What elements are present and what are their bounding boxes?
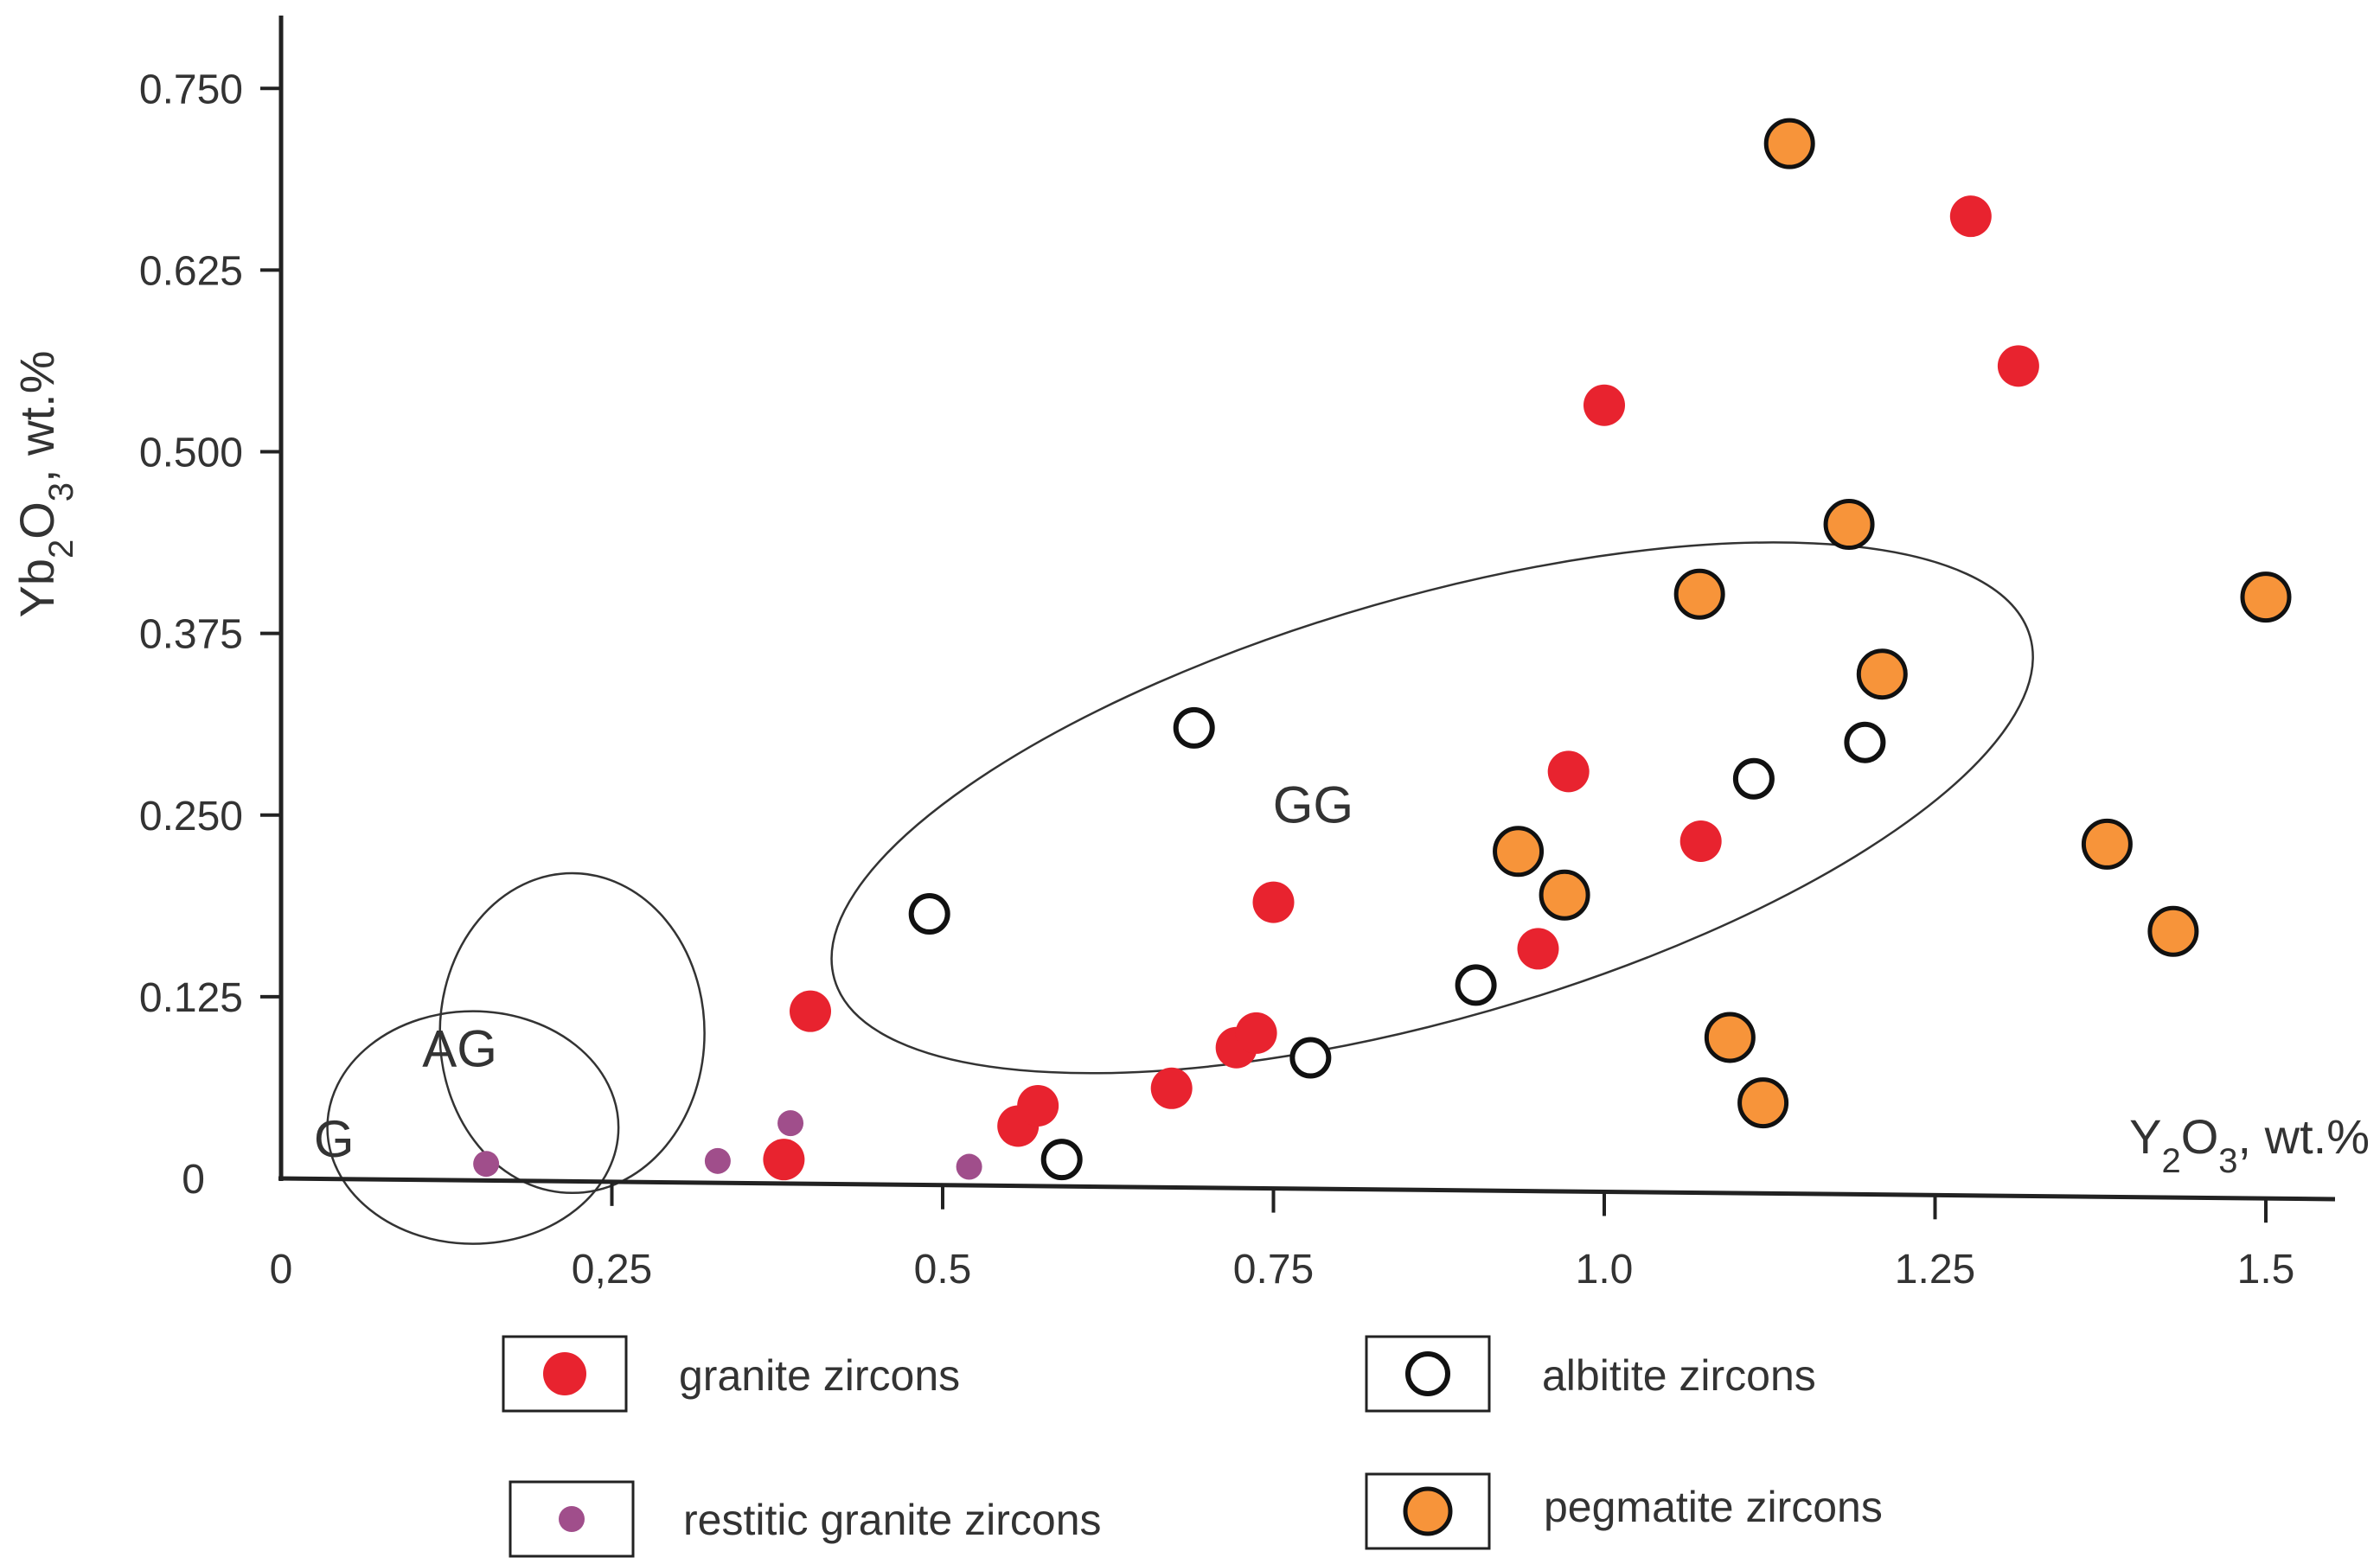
data-point-albitite-zircons [1173, 706, 1215, 749]
y-tick-label: 0.250 [139, 794, 243, 839]
data-point-restitic-granite-zircons [473, 1151, 500, 1178]
x-tick-label: 0.75 [1233, 1247, 1314, 1293]
x-tick-label: 1.0 [1576, 1247, 1634, 1293]
data-point-granite-zircons [1150, 1067, 1193, 1109]
data-point-pegmatite-zircons [1539, 869, 1590, 921]
legend-item-restitic: restitic granite zircons [509, 1480, 1102, 1558]
legend-label: restitic granite zircons [683, 1496, 1102, 1544]
data-point-restitic-granite-zircons [704, 1147, 731, 1174]
x-tick-label: 0 [270, 1247, 293, 1293]
y-tick-label: 0.750 [139, 67, 243, 112]
x-axis-line [278, 1176, 2336, 1202]
data-point-pegmatite-zircons [1673, 568, 1725, 620]
legend-swatch-frame [1365, 1472, 1491, 1550]
data-point-granite-zircons [790, 990, 831, 1032]
data-point-granite-zircons [1997, 345, 2039, 387]
region-ellipse [830, 541, 2034, 1075]
region-label: G [314, 1110, 355, 1168]
data-point-granite-zircons [1235, 1012, 1277, 1054]
data-point-restitic-granite-zircons [777, 1110, 804, 1137]
x-tick-label: 0,25 [572, 1247, 652, 1293]
data-point-albitite-zircons [1844, 721, 1886, 763]
data-point-pegmatite-zircons [1856, 648, 1908, 700]
legend-item-granite: granite zircons [502, 1335, 960, 1413]
y-tick-label: 0 [182, 1157, 205, 1203]
region-ellipse [326, 1010, 620, 1245]
region-label: AG [422, 1020, 497, 1078]
data-point-granite-zircons [763, 1139, 805, 1181]
data-point-granite-zircons [1547, 750, 1590, 793]
data-point-granite-zircons [1949, 195, 1992, 238]
data-point-pegmatite-zircons [2147, 905, 2199, 957]
y-axis-title: Yb2O3, wt.% [10, 350, 80, 617]
x-tick-label: 1.25 [1895, 1247, 1975, 1293]
legend-item-pegmatite: pegmatite zircons [1365, 1472, 1883, 1550]
x-axis-title: Y2O3, wt.% [2129, 1109, 2370, 1180]
region-label: GG [1273, 776, 1353, 833]
legend-label: pegmatite zircons [1544, 1483, 1883, 1531]
y-tick-label: 0.125 [139, 975, 243, 1021]
data-point-granite-zircons [1252, 881, 1295, 923]
pegmatite-marker-icon [1403, 1486, 1453, 1536]
data-point-pegmatite-zircons [1763, 118, 1815, 169]
granite-marker-icon [543, 1352, 586, 1395]
axes [278, 16, 2336, 1202]
data-point-granite-zircons [1583, 384, 1625, 426]
data-point-pegmatite-zircons [2240, 571, 2292, 623]
legend-label: granite zircons [679, 1351, 960, 1400]
x-ticks: 0 0,25 0.5 0.75 1.0 1.25 1.5 [270, 1181, 2295, 1293]
albitite-marker-icon [1405, 1351, 1450, 1396]
data-point-albitite-zircons [1455, 964, 1497, 1006]
data-point-pegmatite-zircons [1823, 499, 1875, 551]
data-point-pegmatite-zircons [1493, 826, 1545, 878]
data-point-albitite-zircons [1040, 1139, 1083, 1181]
y-ticks: 0 0.125 0.250 0.375 0.500 0.625 0.750 [139, 67, 281, 1203]
y-tick-label: 0.500 [139, 431, 243, 476]
restitic-marker-icon [559, 1506, 585, 1532]
data-point-albitite-zircons [908, 893, 950, 935]
data-point-granite-zircons [1679, 820, 1722, 863]
y-tick-label: 0.625 [139, 248, 243, 294]
data-point-restitic-granite-zircons [956, 1153, 982, 1180]
legend-swatch-frame [509, 1480, 635, 1558]
x-tick-label: 1.5 [2237, 1247, 2295, 1293]
x-tick-label: 0.5 [914, 1247, 972, 1293]
legend-swatch-frame [1365, 1335, 1491, 1413]
region-ellipses: G AG GG [314, 541, 2034, 1245]
y-tick-label: 0.375 [139, 612, 243, 658]
data-point-pegmatite-zircons [1737, 1077, 1789, 1129]
legend: granite zircons restitic granite zircons… [502, 1335, 1883, 1558]
legend-item-albitite: albitite zircons [1365, 1335, 1816, 1413]
data-points [473, 118, 2292, 1181]
data-point-albitite-zircons [1289, 1037, 1332, 1079]
data-point-pegmatite-zircons [1704, 1012, 1756, 1063]
data-point-granite-zircons [1517, 928, 1559, 970]
legend-label: albitite zircons [1542, 1351, 1816, 1400]
data-point-albitite-zircons [1732, 757, 1775, 800]
data-point-pegmatite-zircons [2081, 818, 2133, 870]
legend-swatch-frame [502, 1335, 628, 1413]
data-point-granite-zircons [1017, 1084, 1059, 1127]
region-ellipse [438, 871, 706, 1195]
